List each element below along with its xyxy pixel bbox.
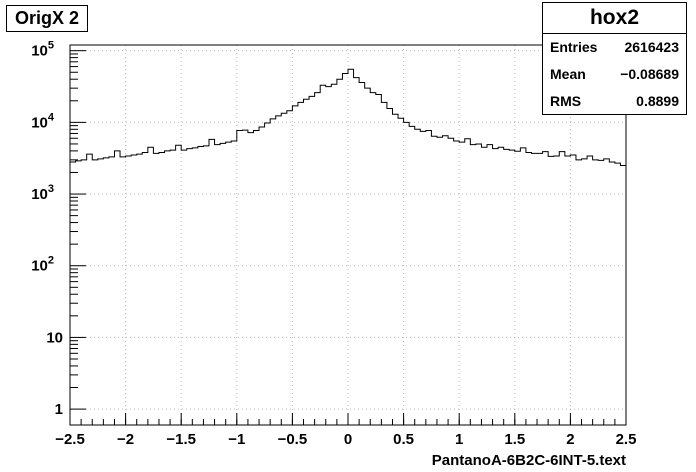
x-tick-label: 1	[455, 431, 463, 448]
x-tick-label: −1	[228, 431, 245, 448]
x-tick-label: 1.5	[504, 431, 525, 448]
stats-key: Mean	[550, 66, 586, 82]
x-tick-label: −2.5	[55, 431, 85, 448]
x-tick-label: 0.5	[393, 431, 414, 448]
stats-key: Entries	[550, 39, 598, 55]
y-tick-label: 102	[31, 255, 54, 275]
histogram-title: OrigX 2	[6, 5, 89, 32]
stats-name: hox2	[543, 3, 686, 34]
x-axis-label: PantanoA-6B2C-6INT-5.text	[431, 452, 626, 469]
x-tick-label: 2.5	[616, 431, 637, 448]
y-tick-label: 10	[46, 329, 63, 346]
stats-value: −0.08689	[620, 66, 679, 82]
stats-key: RMS	[550, 93, 582, 109]
y-tick-label: 104	[31, 111, 55, 131]
stats-value: 2616423	[624, 39, 679, 55]
x-tick-label: −1.5	[166, 431, 196, 448]
x-tick-label: 2	[566, 431, 574, 448]
y-tick-label: 1	[55, 401, 63, 418]
histogram-series	[70, 68, 626, 167]
x-tick-label: −2	[117, 431, 134, 448]
stats-value: 0.8899	[636, 93, 679, 109]
stats-row-mean: Mean −0.08689	[543, 61, 686, 88]
grid-lines	[69, 45, 627, 425]
y-tick-label: 105	[31, 40, 54, 60]
x-tick-label: −0.5	[278, 431, 308, 448]
x-tick-label: 0	[344, 431, 352, 448]
stats-box: hox2 Entries 2616423 Mean −0.08689 RMS 0…	[542, 2, 687, 115]
axes: −2.5 −2 −1.5 −1 −0.5 0 0.5 1 1.5 2 2.5 1 10 102 103 104…	[31, 40, 636, 448]
stats-row-entries: Entries 2616423	[543, 34, 686, 61]
stats-row-rms: RMS 0.8899	[543, 88, 686, 115]
y-tick-label: 103	[31, 183, 54, 203]
